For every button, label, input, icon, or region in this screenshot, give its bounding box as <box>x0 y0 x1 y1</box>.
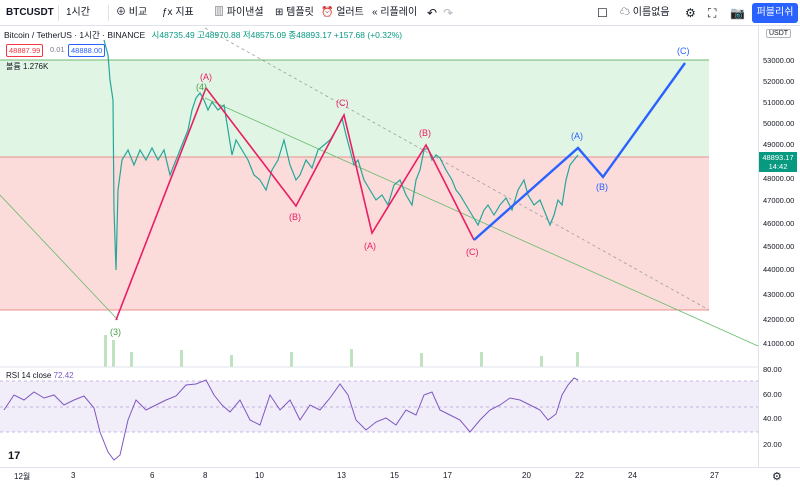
redo-icon[interactable]: ↷ <box>443 6 454 20</box>
price-tick: 43000.00 <box>763 290 795 299</box>
price-tick: 42000.00 <box>763 315 795 324</box>
stop-zone <box>0 157 709 310</box>
time-tick: 8 <box>203 471 208 480</box>
publish-button[interactable]: 퍼블리쉬 <box>752 3 798 23</box>
undo-icon[interactable]: ↶ <box>427 6 438 20</box>
target-zone <box>0 60 709 157</box>
plus-circle-icon: ⊕ <box>116 7 126 18</box>
gear-icon[interactable]: ⚙ <box>685 6 696 20</box>
camera-icon[interactable]: 📷 <box>730 6 745 20</box>
volume-legend: 볼륨 1.276K <box>6 62 49 71</box>
currency-tag[interactable]: USDT <box>766 29 792 38</box>
replay-icon: « <box>372 7 378 18</box>
wave-label: (B) <box>289 212 301 222</box>
legend-title: Bitcoin / TetherUS · 1시간 · BINANCE <box>4 30 146 40</box>
wave-label: (B) <box>596 182 608 192</box>
time-tick: 15 <box>390 471 399 480</box>
time-tick: 10 <box>255 471 264 480</box>
rsi-tick: 40.00 <box>763 414 782 423</box>
indicators-icon: ƒx <box>162 7 173 18</box>
wave-label: (4) <box>196 82 207 92</box>
price-tick: 49000.00 <box>763 140 795 149</box>
rsi-tick: 20.00 <box>763 440 782 449</box>
time-tick: 12월 <box>14 472 31 481</box>
tradingview-logo[interactable]: 17 <box>8 450 21 462</box>
time-tick: 24 <box>628 471 637 480</box>
trendline-left <box>0 194 119 321</box>
rsi-tick: 80.00 <box>763 365 782 374</box>
time-tick: 6 <box>150 471 155 480</box>
time-tick: 22 <box>575 471 584 480</box>
wave-label: (C) <box>466 247 479 257</box>
time-tick: 17 <box>443 471 452 480</box>
divider <box>108 5 109 21</box>
templates-icon: ⊞ <box>275 7 284 18</box>
price-tick: 50000.00 <box>763 119 795 128</box>
time-tick: 20 <box>522 471 531 480</box>
trendline-down <box>204 97 759 347</box>
rsi-band <box>0 381 758 432</box>
wave-label: (A) <box>364 241 376 251</box>
price-tick: 46000.00 <box>763 219 795 228</box>
divider <box>58 5 59 21</box>
wave-label: (A) <box>200 72 212 82</box>
projection-wave-line <box>473 62 686 241</box>
alarm-icon: ⏰ <box>321 7 334 18</box>
financials-button[interactable]: ▥ 파이낸셜 <box>214 7 264 18</box>
price-tick: 44000.00 <box>763 265 795 274</box>
time-tick: 13 <box>337 471 346 480</box>
price-tick: 45000.00 <box>763 242 795 251</box>
time-tick: 27 <box>710 471 719 480</box>
rsi-legend: RSI 14 close 72.42 <box>6 371 74 380</box>
price-tick: 41000.00 <box>763 339 795 348</box>
ohlc-values: 시48735.49 고48970.88 저48575.09 종48893.17 … <box>151 30 403 40</box>
fullscreen-icon[interactable]: ⛶ <box>708 6 717 20</box>
buy-price-box[interactable]: 48888.00 <box>68 44 106 57</box>
price-tick: 48000.00 <box>763 174 795 183</box>
financials-icon: ▥ <box>214 7 224 18</box>
trendline-dashed <box>204 27 710 311</box>
elliott-wave-line <box>115 86 475 321</box>
symbol-search[interactable]: BTCUSDT <box>6 7 54 18</box>
symbol-legend: Bitcoin / TetherUS · 1시간 · BINANCE 시4873… <box>4 29 402 41</box>
current-price-label: 48893.17 14:42 <box>759 152 797 172</box>
rsi-tick: 60.00 <box>763 390 782 399</box>
time-axis[interactable] <box>0 467 800 487</box>
compare-button[interactable]: ⊕ 비교 <box>116 7 148 18</box>
templates-button[interactable]: ⊞ 템플릿 <box>275 7 314 18</box>
wave-label: (B) <box>419 128 431 138</box>
price-tick: 53000.00 <box>763 56 795 65</box>
rsi-line <box>3 377 579 461</box>
gear-icon[interactable]: ⚙ <box>772 471 782 483</box>
alert-button[interactable]: ⏰ 얼러트 <box>321 7 364 18</box>
indicators-button[interactable]: ƒx 지표 <box>162 7 194 18</box>
price-tick: 52000.00 <box>763 77 795 86</box>
interval-selector[interactable]: 1시간 <box>66 7 90 18</box>
layout-name-button[interactable]: ☁ 이름없음 <box>620 7 670 18</box>
wave-label: (C) <box>677 46 690 56</box>
spread-value: 0.01 <box>50 45 65 54</box>
price-tick: 51000.00 <box>763 98 795 107</box>
time-tick: 3 <box>71 471 76 480</box>
layout-square-icon[interactable]: ☐ <box>597 6 608 20</box>
sell-price-box[interactable]: 48887.99 <box>6 44 44 57</box>
cloud-check-icon: ☁ <box>620 7 630 18</box>
wave-label: (3) <box>110 327 121 337</box>
price-axis[interactable] <box>758 26 800 467</box>
wave-label: (C) <box>336 98 349 108</box>
volume-bars <box>104 335 579 367</box>
replay-button[interactable]: « 리플레이 <box>372 7 418 18</box>
top-toolbar: BTCUSDT 1시간 ⊕ 비교 ƒx 지표 ▥ 파이낸셜 ⊞ 템플릿 ⏰ 얼러… <box>0 0 800 26</box>
price-tick: 47000.00 <box>763 196 795 205</box>
wave-label: (A) <box>571 131 583 141</box>
